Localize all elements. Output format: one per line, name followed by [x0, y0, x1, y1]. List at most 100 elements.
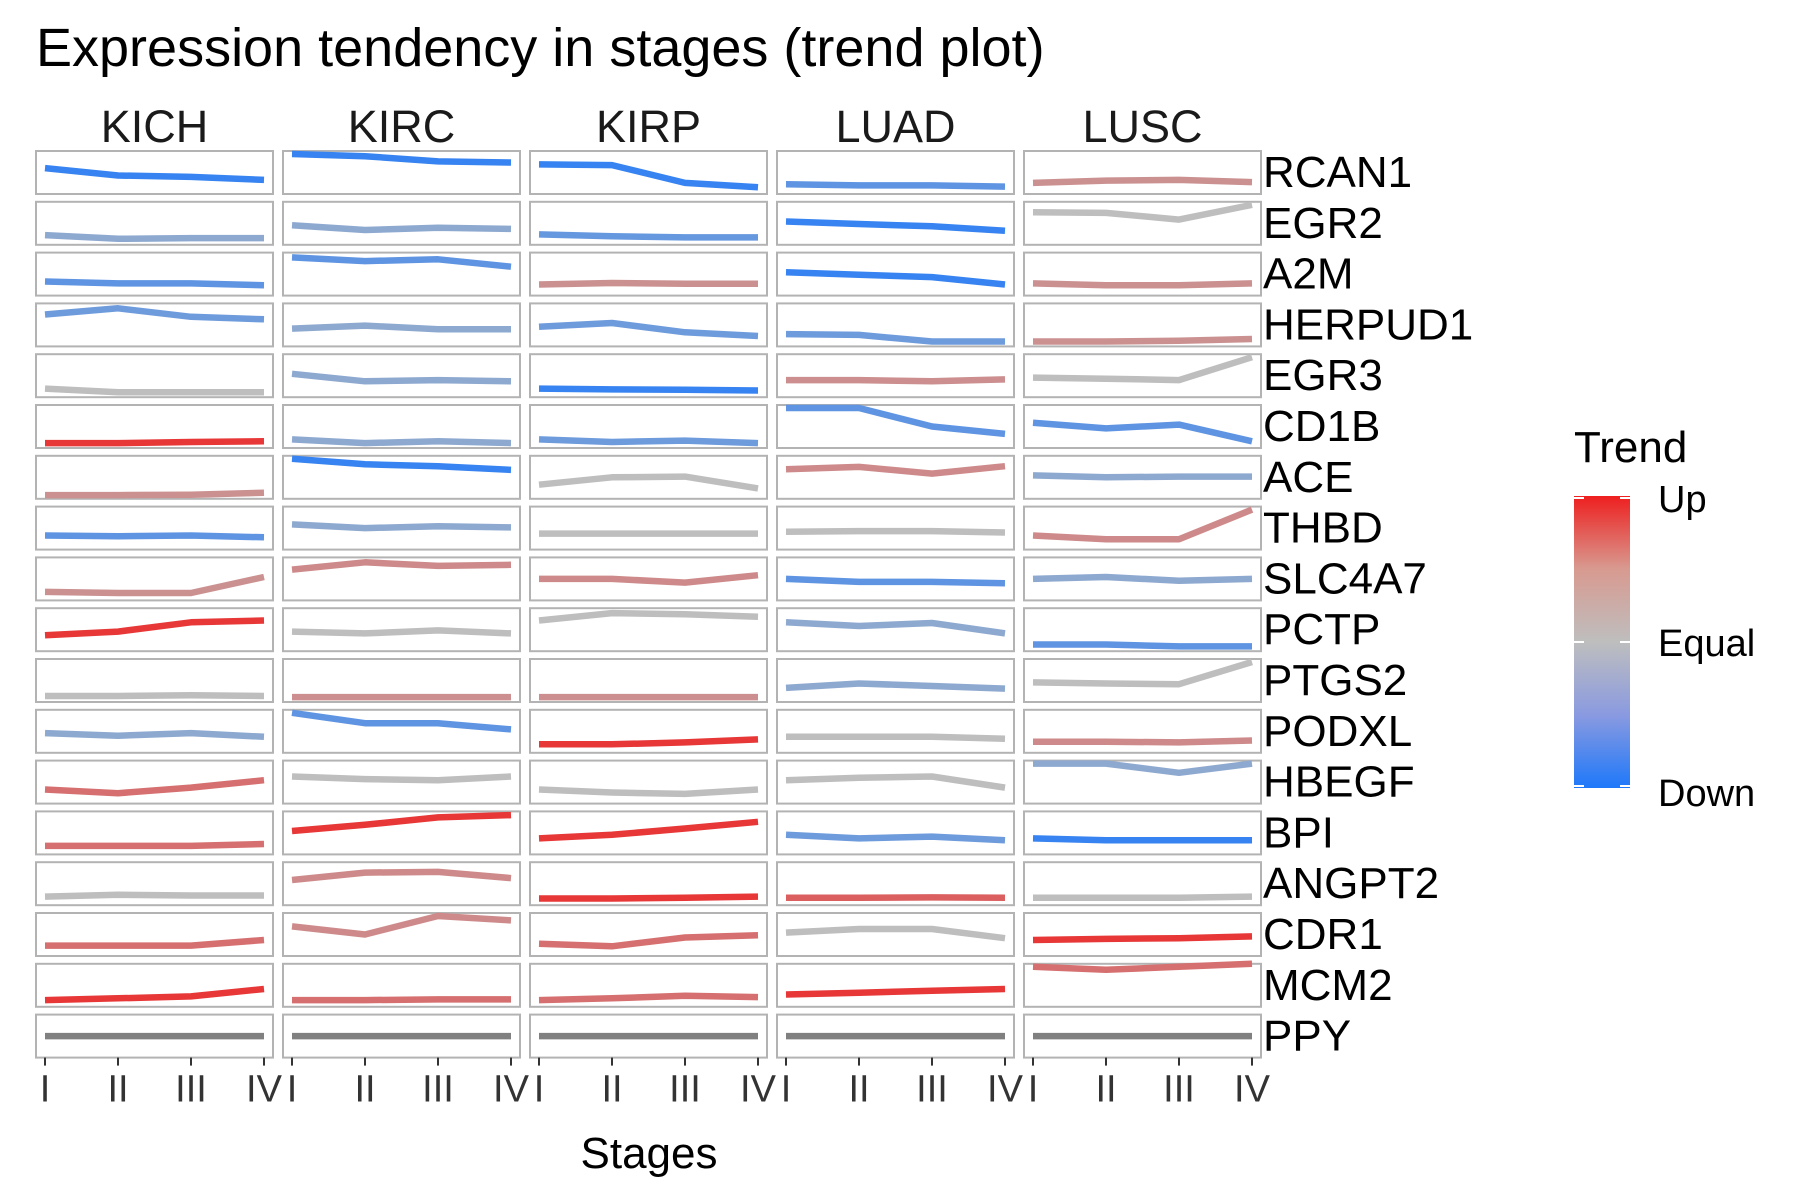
x-tick-label: II [107, 1069, 128, 1111]
panel-border [776, 454, 1015, 500]
panel-rcan1-kirc [282, 150, 521, 195]
gene-label-ptgs2: PTGS2 [1263, 656, 1407, 705]
gene-labels: RCAN1EGR2A2MHERPUD1EGR3CD1BACETHBDSLC4A7… [1263, 148, 1473, 1061]
panel-ptgs2-kich [35, 658, 274, 703]
gene-label-rcan1: RCAN1 [1263, 148, 1412, 197]
x-tick-label: I [40, 1069, 51, 1111]
panel-egr2-kich [35, 200, 274, 246]
panel-border [529, 505, 768, 551]
trend-line [45, 840, 265, 850]
panel-ppy-kirp [529, 1013, 768, 1059]
panel-ace-kich [35, 454, 274, 500]
trend-line [291, 221, 512, 234]
panel-rcan1-luad [776, 150, 1015, 195]
trend-line [291, 773, 512, 784]
gene-label-egr2: EGR2 [1263, 199, 1383, 248]
trend-line [785, 619, 1006, 637]
x-tick-label: III [916, 1069, 948, 1111]
trend-line [785, 985, 1006, 998]
panel-cdr1-luad [776, 912, 1015, 957]
panel-pctp-lusc [1023, 607, 1262, 653]
trend-line [1032, 506, 1254, 543]
gene-label-angpt2: ANGPT2 [1263, 859, 1439, 908]
x-tick-label: III [1163, 1069, 1195, 1111]
panel-ace-kirp [529, 454, 768, 500]
trend-line [292, 996, 511, 1004]
panel-slc4a7-lusc [1023, 556, 1262, 602]
trend-line [1032, 658, 1253, 688]
panel-ptgs2-kirp [529, 658, 768, 703]
panel-a2m-kirc [282, 251, 521, 297]
panel-border [776, 708, 1015, 754]
x-tick-label: III [669, 1069, 701, 1111]
x-tick-label: I [781, 1069, 792, 1111]
panel-egr3-luad [776, 353, 1015, 399]
trend-line [538, 818, 759, 842]
panel-mcm2-kirc [282, 962, 521, 1008]
panel-mcm2-kirp [529, 962, 768, 1008]
trend-line [1032, 933, 1253, 944]
panel-egr2-lusc [1023, 200, 1262, 246]
trend-line [291, 436, 512, 447]
trend-line [1032, 354, 1253, 384]
panel-herpud1-lusc [1023, 302, 1262, 348]
gene-label-egr3: EGR3 [1263, 351, 1383, 400]
trend-line [44, 985, 265, 1004]
trend-line [291, 370, 512, 385]
panel-ptgs2-lusc [1023, 658, 1262, 703]
panel-border [1023, 353, 1262, 399]
trend-line [291, 254, 512, 270]
legend-label-up: Up [1658, 479, 1707, 521]
panel-hbegf-kirp [529, 759, 768, 805]
panel-thbd-kirp [529, 505, 768, 551]
trend-line [44, 164, 265, 184]
trend-line [538, 385, 759, 394]
gene-label-ace: ACE [1263, 453, 1353, 502]
trend-line [291, 455, 512, 474]
panel-border [282, 200, 521, 246]
panel-thbd-kirc [282, 505, 521, 551]
trend-line [44, 278, 265, 289]
trend-line [538, 609, 759, 624]
trend-line [1032, 960, 1253, 974]
trend-line [539, 571, 759, 586]
trend-line [1032, 419, 1253, 445]
trend-line [785, 575, 1006, 587]
gene-label-cdr1: CDR1 [1263, 910, 1383, 959]
panel-bpi-lusc [1023, 810, 1262, 856]
panel-egr2-luad [776, 200, 1015, 246]
panel-rcan1-kirp [529, 150, 768, 195]
x-tick-label: III [175, 1069, 207, 1111]
panel-cd1b-kich [35, 404, 274, 449]
panel-podxl-luad [776, 708, 1015, 754]
x-tick-label: II [601, 1069, 622, 1111]
panel-ace-luad [776, 454, 1015, 500]
panel-ptgs2-kirc [282, 658, 521, 703]
panel-mcm2-lusc [1023, 960, 1262, 1008]
facet-strips: KICH KIRC KIRP LUAD LUSC [101, 101, 1203, 152]
x-tick-label: I [287, 1069, 298, 1111]
panel-a2m-lusc [1023, 251, 1262, 297]
panel-angpt2-kirc [282, 861, 521, 907]
panel-cdr1-lusc [1023, 912, 1262, 957]
panel-cd1b-lusc [1023, 404, 1262, 449]
trend-line [785, 527, 1006, 536]
panel-bpi-kirp [529, 810, 768, 856]
panel-cd1b-kirp [529, 404, 768, 449]
panel-slc4a7-kirp [529, 556, 768, 602]
panel-hbegf-luad [776, 759, 1015, 805]
legend-label-equal: Equal [1658, 623, 1755, 665]
panel-angpt2-luad [776, 861, 1015, 907]
panel-ace-kirc [282, 454, 521, 500]
trend-line [785, 831, 1006, 844]
panel-egr3-kirp [529, 353, 768, 399]
panel-ppy-luad [776, 1013, 1015, 1059]
x-tick-label: II [1095, 1069, 1116, 1111]
trend-line [538, 931, 759, 950]
panel-angpt2-kirp [529, 861, 768, 907]
panel-border [529, 759, 768, 805]
gene-label-hbegf: HBEGF [1263, 758, 1415, 807]
panel-border [1023, 810, 1262, 856]
panel-pctp-luad [776, 607, 1015, 653]
